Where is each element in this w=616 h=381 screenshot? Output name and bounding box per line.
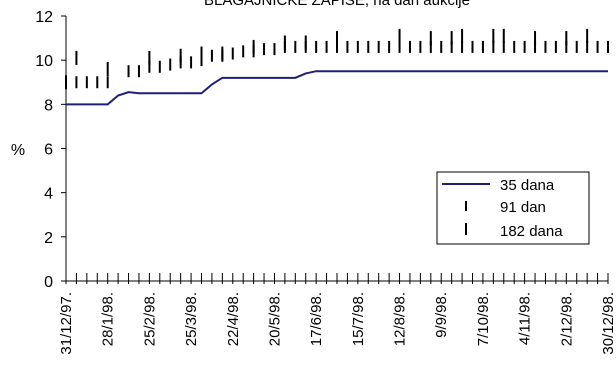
plot-area: 0 2 4 6 8 10 12 31/12/97. 28/1/98. 25/2/98. 25/3/9… (35, 9, 616, 355)
x-tick-label: 9/9/98. (433, 292, 450, 338)
x-tick-label: 4/11/98. (517, 292, 534, 345)
x-tick-label: 20/5/98. (266, 292, 283, 346)
x-tick-label: 15/7/98. (350, 292, 367, 346)
series-35-dana-line (66, 70, 608, 106)
x-tick-label: 7/10/98. (475, 292, 492, 346)
x-tick-label: 12/8/98. (392, 292, 409, 346)
legend-label-91-dan: 91 dan (500, 199, 546, 216)
y-tick-label: 12 (35, 9, 53, 26)
x-tick-label: 2/12/98. (558, 292, 575, 346)
y-axis-label: % (11, 142, 25, 159)
y-tick-label: 8 (44, 97, 53, 114)
x-tick-label: 28/1/98. (100, 292, 117, 346)
x-tick-label: 25/2/98. (141, 292, 158, 346)
x-tick-label: 30/12/98. (600, 292, 616, 355)
legend-label-35-dana: 35 dana (500, 177, 555, 194)
y-tick-label: 6 (44, 142, 53, 159)
x-tick-label: 22/4/98. (225, 292, 242, 346)
y-tick-label: 4 (44, 186, 53, 203)
x-tick-label: 25/3/98. (183, 292, 200, 346)
legend: 35 dana 91 dan 182 dana (436, 171, 590, 245)
x-tick-label: 17/6/98. (308, 292, 325, 346)
x-tick-label: 31/12/97. (58, 292, 75, 355)
legend-label-182-dana: 182 dana (500, 223, 563, 240)
y-tick-label: 2 (44, 230, 53, 247)
chart-title: BLAGAJNIČKE ZAPISE, na dan aukcije (204, 0, 470, 9)
y-tick-label: 0 (44, 274, 53, 291)
y-tick-label: 10 (35, 53, 53, 70)
